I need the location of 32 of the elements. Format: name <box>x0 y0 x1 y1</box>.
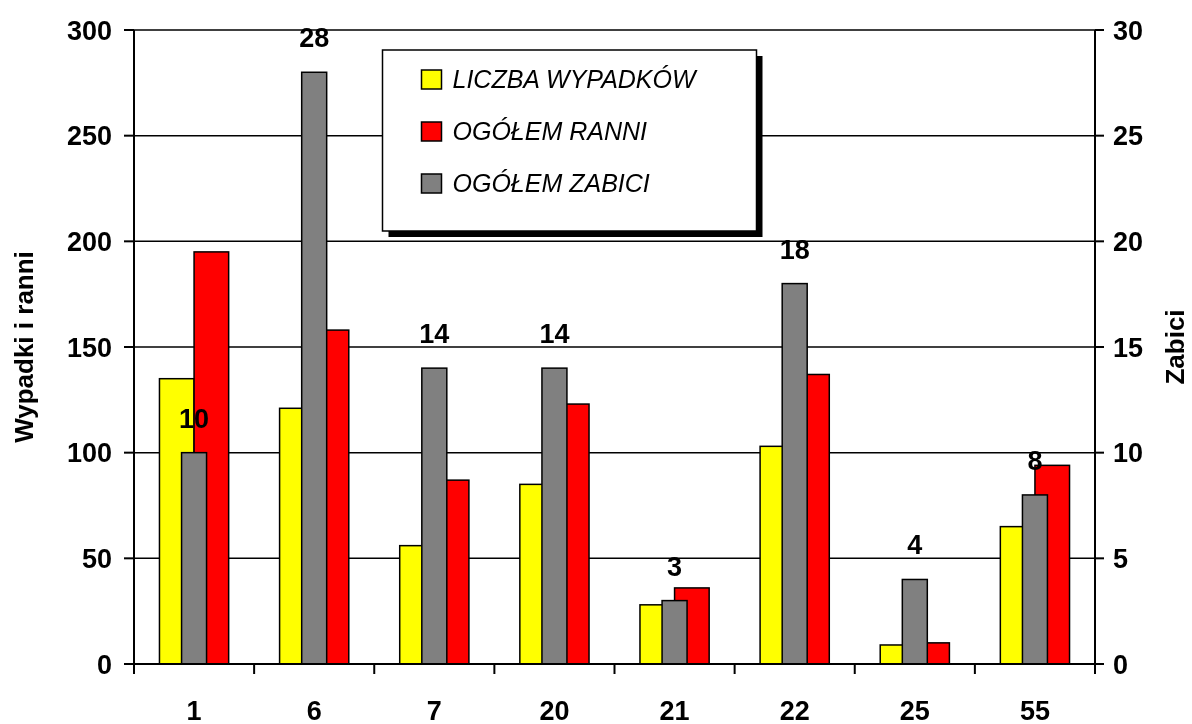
y-tick-label: 0 <box>96 649 112 680</box>
y2-tick-label: 0 <box>1113 649 1129 680</box>
x-tick-label: 6 <box>306 696 322 724</box>
legend-label: OGÓŁEM RANNI <box>452 117 648 145</box>
y-tick-label: 50 <box>81 544 112 575</box>
x-tick-label: 25 <box>899 696 930 724</box>
data-label: 4 <box>907 530 923 561</box>
data-label: 14 <box>539 319 570 350</box>
y-tick-label: 200 <box>66 227 112 258</box>
x-tick-label: 1 <box>186 696 202 724</box>
y-tick-label: 150 <box>66 332 112 363</box>
data-label: 10 <box>179 403 210 434</box>
y2-tick-label: 30 <box>1113 15 1144 46</box>
x-tick-label: 7 <box>426 696 442 724</box>
data-label: 14 <box>419 319 450 350</box>
x-tick-label: 21 <box>659 696 690 724</box>
legend-label: LICZBA WYPADKÓW <box>452 65 698 93</box>
x-tick-label: 55 <box>1019 696 1050 724</box>
legend-label: OGÓŁEM ZABICI <box>452 169 650 197</box>
y2-tick-label: 25 <box>1113 121 1144 152</box>
data-label: 28 <box>299 23 330 54</box>
y2-tick-label: 15 <box>1113 332 1144 363</box>
x-tick-label: 22 <box>779 696 810 724</box>
y2-tick-label: 5 <box>1113 544 1129 575</box>
y-axis-title: Wypadki i ranni <box>9 251 39 443</box>
y-tick-label: 100 <box>66 438 112 469</box>
y-tick-label: 300 <box>66 15 112 46</box>
y-tick-label: 250 <box>66 121 112 152</box>
y2-axis-title: Zabici <box>1160 309 1190 385</box>
x-tick-label: 20 <box>539 696 570 724</box>
y2-tick-label: 20 <box>1113 227 1144 258</box>
y2-tick-label: 10 <box>1113 438 1144 469</box>
